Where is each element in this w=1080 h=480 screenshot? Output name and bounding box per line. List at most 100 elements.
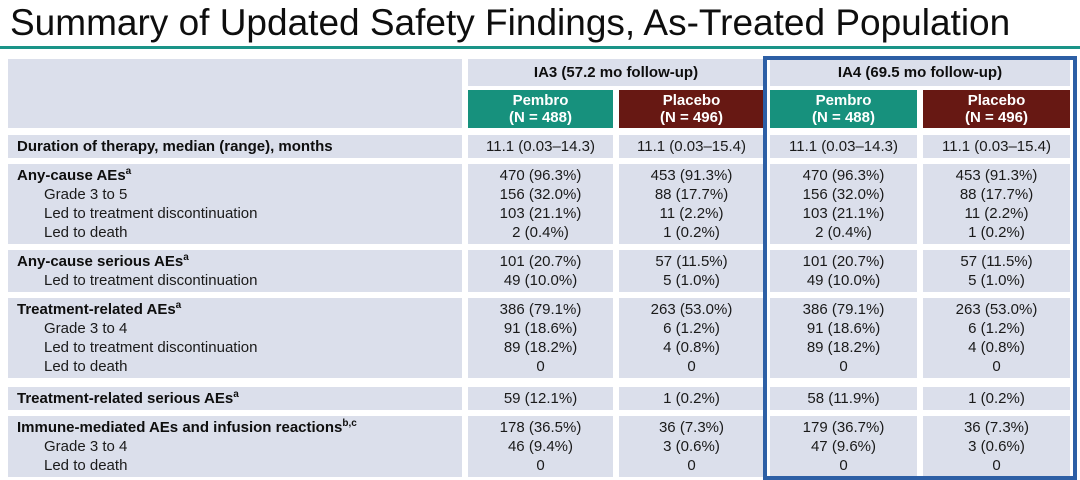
data-value: 101 (20.7%) [499, 253, 582, 270]
data-value: 453 (91.3%) [650, 167, 733, 184]
data-cell: 453 (91.3%) 88 (17.7%) 11 (2.2%) 1 (0.2%) [619, 164, 764, 244]
row-group: Treatment-related serious AEsa 59 (12.1%)… [8, 387, 1072, 410]
data-value: 36 (7.3%) [963, 419, 1030, 436]
row-label-text: Immune-mediated AEs and infusion reactio… [17, 419, 343, 436]
arm-header-ia4-pembro: Pembro (N = 488) [770, 90, 917, 128]
data-cell: 57 (11.5%) 5 (1.0%) [619, 250, 764, 292]
data-cell: 101 (20.7%) 49 (10.0%) [468, 250, 613, 292]
data-cell: 453 (91.3%) 88 (17.7%) 11 (2.2%) 1 (0.2%) [923, 164, 1070, 244]
data-value: 11 (2.2%) [964, 205, 1029, 222]
arm-n: (N = 488) [509, 109, 572, 126]
row-label: Led to treatment discontinuation [8, 271, 462, 290]
footnote-superscript: b,c [342, 418, 357, 429]
data-value: 4 (0.8%) [663, 339, 720, 356]
arm-name: Pembro [512, 92, 569, 109]
data-value: 0 [839, 457, 848, 474]
data-value: 6 (1.2%) [663, 320, 720, 337]
row-label-text: Led to treatment discontinuation [44, 205, 258, 222]
footnote-superscript: a [233, 389, 239, 400]
row-label-text: Led to death [44, 358, 128, 375]
data-value: 88 (17.7%) [654, 186, 729, 203]
column-group-ia3: IA3 (57.2 mo follow-up) [468, 59, 764, 86]
data-cell: 101 (20.7%) 49 (10.0%) [770, 250, 917, 292]
data-value: 5 (1.0%) [663, 272, 720, 289]
data-value: 470 (96.3%) [802, 167, 885, 184]
row-label: Treatment-related AEsa [8, 300, 462, 319]
data-cell: 386 (79.1%) 91 (18.6%) 89 (18.2%) 0 [770, 298, 917, 378]
row-label-text: Led to death [44, 224, 128, 241]
arm-n: (N = 488) [812, 109, 875, 126]
data-cell: 179 (36.7%) 47 (9.6%) 0 [770, 416, 917, 477]
data-cell: 178 (36.5%) 46 (9.4%) 0 [468, 416, 613, 477]
row-label-cell: Immune-mediated AEs and infusion reactio… [8, 416, 462, 477]
data-value: 101 (20.7%) [802, 253, 885, 270]
row-label-text: Led to treatment discontinuation [44, 339, 258, 356]
data-value: 11 (2.2%) [659, 205, 724, 222]
data-value: 0 [536, 457, 545, 474]
table-header: IA3 (57.2 mo follow-up) IA4 (69.5 mo fol… [8, 59, 1072, 128]
column-group-ia4: IA4 (69.5 mo follow-up) [770, 59, 1070, 86]
data-value: 1 (0.2%) [968, 390, 1025, 407]
data-value: 0 [992, 358, 1001, 375]
footnote-superscript: a [125, 166, 132, 177]
data-value: 5 (1.0%) [968, 272, 1025, 289]
row-label-cell: Duration of therapy, median (range), mon… [8, 135, 462, 158]
arm-header-ia4-placebo: Placebo (N = 496) [923, 90, 1070, 128]
data-value: 0 [992, 457, 1001, 474]
data-cell: 263 (53.0%) 6 (1.2%) 4 (0.8%) 0 [619, 298, 764, 378]
data-value: 49 (10.0%) [503, 272, 578, 289]
row-label: Led to treatment discontinuation [8, 338, 462, 357]
data-value: 0 [839, 358, 848, 375]
data-value: 36 (7.3%) [658, 419, 725, 436]
data-value: 263 (53.0%) [650, 301, 733, 318]
data-cell: 36 (7.3%) 3 (0.6%) 0 [619, 416, 764, 477]
title-bar: Summary of Updated Safety Findings, As-T… [0, 0, 1080, 49]
data-cell: 11.1 (0.03–15.4) [619, 135, 764, 158]
data-cell: 57 (11.5%) 5 (1.0%) [923, 250, 1070, 292]
row-group: Duration of therapy, median (range), mon… [8, 135, 1072, 158]
row-label: Treatment-related serious AEsa [8, 389, 462, 408]
row-label-text: Duration of therapy, median (range), mon… [17, 138, 333, 155]
row-group: Immune-mediated AEs and infusion reactio… [8, 416, 1072, 477]
data-value: 6 (1.2%) [968, 320, 1025, 337]
row-label-cell: Any-cause serious AEsa Led to treatment d… [8, 250, 462, 292]
data-value: 11.1 (0.03–14.3) [486, 138, 595, 155]
data-value: 57 (11.5%) [655, 253, 728, 270]
data-value: 386 (79.1%) [802, 301, 885, 318]
data-value: 89 (18.2%) [806, 339, 881, 356]
header-corner-cell [8, 59, 462, 128]
row-label: Led to death [8, 357, 462, 376]
footnote-superscript: a [175, 300, 182, 311]
data-value: 0 [687, 457, 696, 474]
data-cell: 11.1 (0.03–14.3) [770, 135, 917, 158]
row-label: Led to death [8, 223, 462, 242]
data-value: 1 (0.2%) [968, 224, 1025, 241]
data-value: 386 (79.1%) [499, 301, 582, 318]
row-group: Treatment-related AEsa Grade 3 to 4 Led to… [8, 298, 1072, 378]
data-value: 3 (0.6%) [663, 438, 720, 455]
data-value: 88 (17.7%) [959, 186, 1034, 203]
data-cell: 59 (12.1%) [468, 387, 613, 410]
row-label-cell: Treatment-related AEsa Grade 3 to 4 Led to… [8, 298, 462, 378]
data-value: 1 (0.2%) [663, 390, 720, 407]
data-value: 263 (53.0%) [955, 301, 1038, 318]
data-value: 4 (0.8%) [968, 339, 1025, 356]
arm-name: Placebo [662, 92, 721, 109]
data-value: 11.1 (0.03–14.3) [789, 138, 898, 155]
row-label-cell: Treatment-related serious AEsa [8, 387, 462, 410]
data-value: 2 (0.4%) [815, 224, 872, 241]
row-label-text: Grade 3 to 4 [44, 438, 128, 455]
data-value: 178 (36.5%) [499, 419, 582, 436]
row-group: Any-cause serious AEsa Led to treatment d… [8, 250, 1072, 292]
data-value: 0 [687, 358, 696, 375]
row-label: Any-cause AEsa [8, 166, 462, 185]
row-label-cell: Any-cause AEsa Grade 3 to 5 Led to treatme… [8, 164, 462, 244]
data-value: 47 (9.6%) [810, 438, 877, 455]
data-value: 11.1 (0.03–15.4) [637, 138, 746, 155]
data-value: 59 (12.1%) [503, 390, 578, 407]
data-cell: 11.1 (0.03–14.3) [468, 135, 613, 158]
data-cell: 58 (11.9%) [770, 387, 917, 410]
data-cell: 386 (79.1%) 91 (18.6%) 89 (18.2%) 0 [468, 298, 613, 378]
row-label: Grade 3 to 5 [8, 185, 462, 204]
page-title: Summary of Updated Safety Findings, As-T… [10, 2, 1011, 43]
